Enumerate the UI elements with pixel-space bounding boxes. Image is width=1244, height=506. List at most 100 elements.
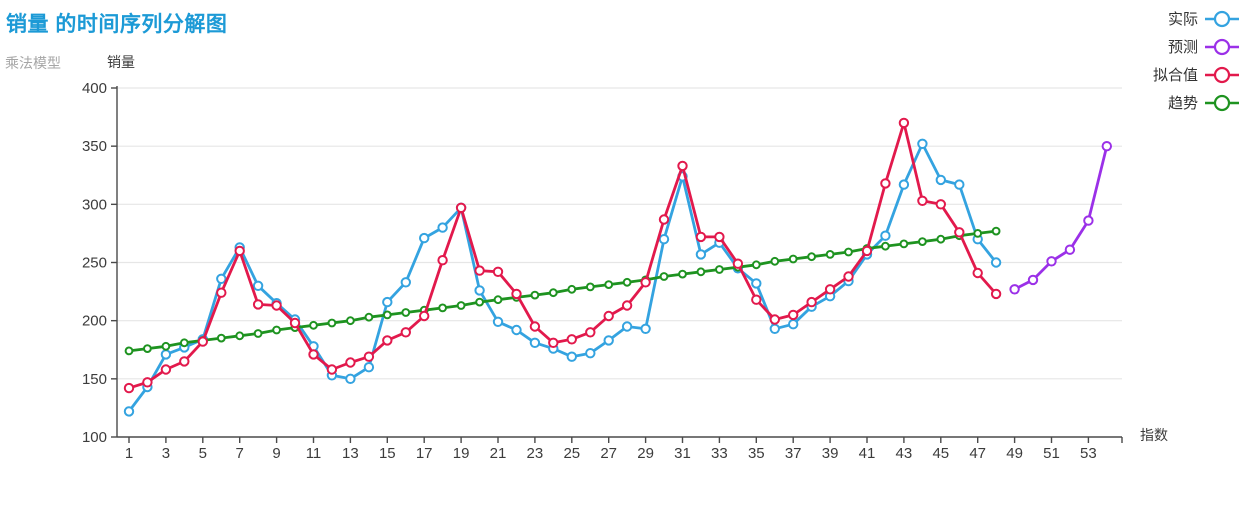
x-tick-label: 21 (490, 445, 507, 462)
fits-marker (160, 364, 172, 375)
x-tick-label: 15 (379, 445, 396, 462)
x-tick-label: 5 (199, 445, 207, 462)
actual-marker (788, 319, 799, 330)
actual-marker (880, 230, 891, 241)
fits-marker (880, 178, 891, 189)
trend-marker (327, 318, 337, 328)
actual-marker (566, 351, 577, 362)
y-axis-title: 销量 (107, 54, 135, 70)
x-tick-label: 35 (748, 445, 765, 462)
series-fits (123, 117, 1002, 394)
fits-marker (455, 202, 467, 214)
line-circle-icon (1205, 66, 1239, 83)
fits-marker (474, 265, 485, 276)
actual-marker (898, 179, 910, 190)
trend-marker (788, 254, 798, 264)
x-tick-label: 47 (969, 445, 986, 462)
forecast-marker (1083, 215, 1094, 226)
y-tick-label: 400 (82, 80, 107, 97)
fits-marker (197, 336, 209, 347)
trend-marker (881, 241, 890, 251)
actual-marker (917, 138, 928, 150)
trend-marker (678, 269, 687, 279)
fits-marker (861, 245, 873, 257)
fits-marker (732, 258, 744, 269)
fits-marker (363, 351, 375, 362)
actual-marker (400, 277, 411, 288)
legend: 实际 预测 拟合值 趋势 (1153, 8, 1240, 113)
fits-marker (935, 199, 946, 210)
actual-marker (123, 406, 135, 417)
trend-marker (438, 303, 448, 313)
x-tick-label: 33 (711, 445, 728, 462)
fits-marker (234, 245, 245, 257)
trend-marker (475, 297, 485, 307)
trend-marker (991, 226, 1001, 236)
x-tick-label: 45 (932, 445, 949, 462)
trend-marker (936, 234, 946, 244)
fits-marker (382, 335, 393, 346)
fits-marker (788, 309, 799, 321)
fits-marker (566, 334, 577, 345)
fits-marker (123, 382, 135, 394)
actual-marker (511, 324, 522, 336)
actual-marker (252, 280, 264, 291)
x-axis-title: 指数 (1140, 427, 1168, 443)
legend-item-actual: 实际 (1168, 8, 1240, 29)
fits-marker (548, 337, 559, 348)
actual-marker (621, 321, 633, 332)
y-tick-label: 200 (82, 313, 107, 330)
x-tick-label: 31 (674, 445, 691, 462)
fits-marker (252, 299, 264, 310)
trend-marker (696, 267, 706, 277)
trend-marker (825, 250, 835, 259)
trend-marker (382, 310, 392, 320)
x-tick-label: 25 (563, 445, 580, 462)
fits-marker (326, 364, 338, 375)
fits-marker (824, 284, 836, 295)
fits-marker (216, 287, 227, 298)
x-tick-label: 11 (306, 445, 322, 462)
trend-marker (973, 229, 983, 238)
fits-marker (806, 296, 817, 308)
fits-marker (400, 327, 411, 338)
forecast-marker (1009, 284, 1020, 295)
x-tick-label: 13 (342, 445, 359, 462)
actual-marker (419, 232, 430, 244)
trend-marker (530, 290, 540, 300)
model-type-label: 乘法模型 (5, 55, 61, 71)
y-tick-label: 100 (82, 429, 107, 446)
forecast-marker (1064, 244, 1076, 255)
trend-marker (346, 316, 355, 326)
fits-marker (492, 266, 504, 277)
trend-marker (844, 247, 853, 257)
fits-marker (511, 288, 522, 300)
x-tick-label: 19 (453, 445, 470, 462)
trend-marker (364, 312, 374, 322)
fits-marker (603, 310, 614, 322)
x-tick-label: 43 (896, 445, 913, 462)
forecast-line (1013, 144, 1109, 291)
fits-marker (289, 317, 301, 329)
forecast-marker (1027, 274, 1039, 286)
trend-marker (235, 331, 245, 341)
fits-marker (419, 310, 430, 322)
trend-marker (179, 338, 189, 348)
fits-marker (142, 377, 153, 388)
actual-marker (585, 348, 596, 359)
fits-marker (898, 117, 910, 129)
fits-marker (972, 267, 983, 279)
fits-marker (271, 300, 282, 311)
trend-marker (493, 295, 503, 305)
actual-marker (474, 285, 485, 296)
fits-marker (345, 357, 356, 368)
series-actual (123, 138, 1002, 417)
fits-marker (621, 300, 633, 311)
actual-marker (382, 296, 393, 308)
actual-marker (751, 278, 762, 289)
actual-marker (990, 257, 1002, 268)
actual-marker (769, 323, 780, 334)
trend-marker (253, 329, 263, 338)
page-title: 销量 的时间序列分解图 (6, 13, 228, 36)
trend-marker (585, 282, 595, 292)
